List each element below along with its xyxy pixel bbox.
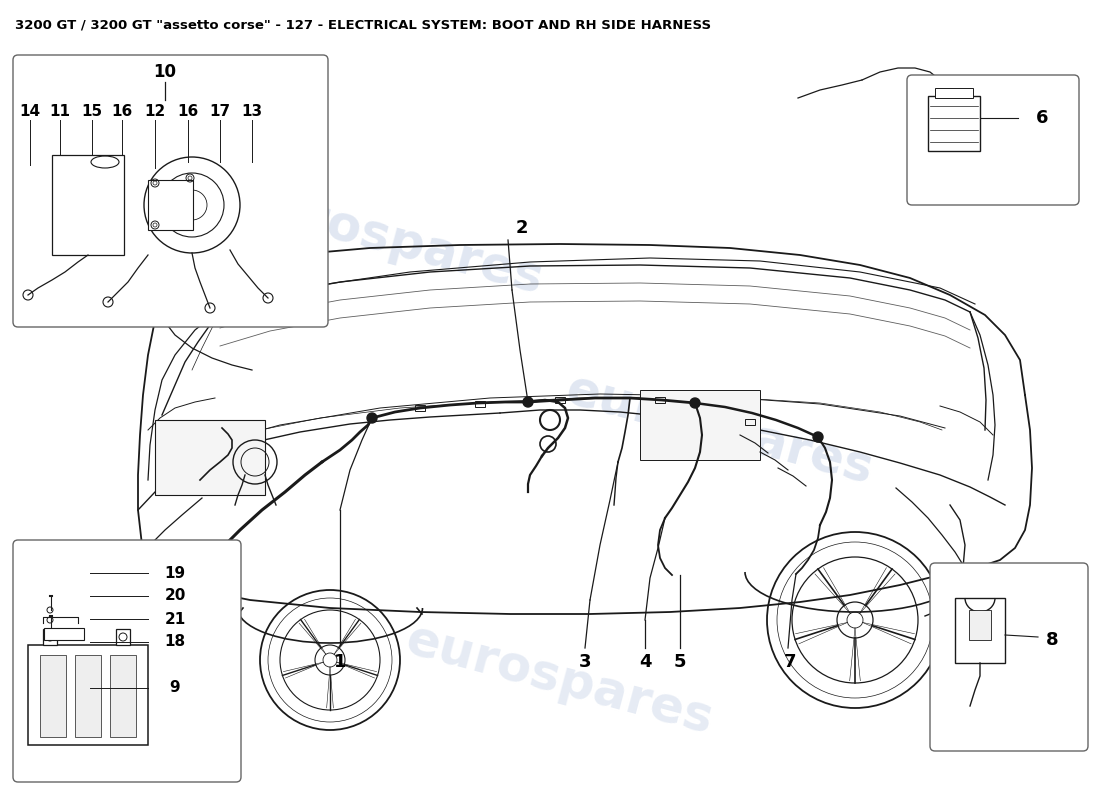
Bar <box>928 96 980 151</box>
Bar <box>955 598 1005 663</box>
Circle shape <box>690 398 700 408</box>
FancyBboxPatch shape <box>908 75 1079 205</box>
Text: 21: 21 <box>164 611 186 626</box>
Bar <box>969 610 991 640</box>
Bar <box>116 629 130 645</box>
Text: 1: 1 <box>333 653 346 671</box>
Text: 17: 17 <box>209 105 231 119</box>
Text: 16: 16 <box>177 105 199 119</box>
Text: 14: 14 <box>20 105 41 119</box>
Text: 11: 11 <box>50 105 70 119</box>
Text: eurospares: eurospares <box>561 366 879 494</box>
Bar <box>935 88 974 98</box>
Bar <box>43 629 57 645</box>
FancyBboxPatch shape <box>13 55 328 327</box>
Text: 13: 13 <box>241 105 263 119</box>
Circle shape <box>367 413 377 423</box>
Text: eurospares: eurospares <box>402 616 719 744</box>
Text: 6: 6 <box>1036 109 1048 127</box>
Text: 10: 10 <box>154 63 176 81</box>
Bar <box>654 397 666 403</box>
Text: 8: 8 <box>1046 631 1058 649</box>
Bar <box>556 397 565 403</box>
Text: 5: 5 <box>673 653 686 671</box>
Bar <box>44 628 84 640</box>
Bar <box>110 655 136 737</box>
Circle shape <box>522 397 534 407</box>
FancyBboxPatch shape <box>930 563 1088 751</box>
Text: 9: 9 <box>169 681 180 695</box>
Bar <box>415 405 425 411</box>
Bar <box>475 401 485 407</box>
Bar <box>155 420 265 495</box>
Bar <box>148 180 192 230</box>
Text: 19: 19 <box>164 566 186 581</box>
Bar <box>640 390 760 460</box>
Text: eurospares: eurospares <box>231 176 549 304</box>
Bar <box>52 155 124 255</box>
Text: 16: 16 <box>111 105 133 119</box>
Text: 2: 2 <box>516 219 528 237</box>
Text: 20: 20 <box>164 589 186 603</box>
Text: 12: 12 <box>144 105 166 119</box>
Text: 18: 18 <box>164 634 186 650</box>
FancyBboxPatch shape <box>13 540 241 782</box>
Bar <box>75 655 101 737</box>
Bar <box>40 655 66 737</box>
Text: 3200 GT / 3200 GT "assetto corse" - 127 - ELECTRICAL SYSTEM: BOOT AND RH SIDE HA: 3200 GT / 3200 GT "assetto corse" - 127 … <box>15 18 711 31</box>
Bar <box>745 419 755 425</box>
Bar <box>28 645 148 745</box>
Text: 4: 4 <box>639 653 651 671</box>
Text: 15: 15 <box>81 105 102 119</box>
Circle shape <box>813 432 823 442</box>
Text: 7: 7 <box>783 653 796 671</box>
Text: 3: 3 <box>579 653 592 671</box>
